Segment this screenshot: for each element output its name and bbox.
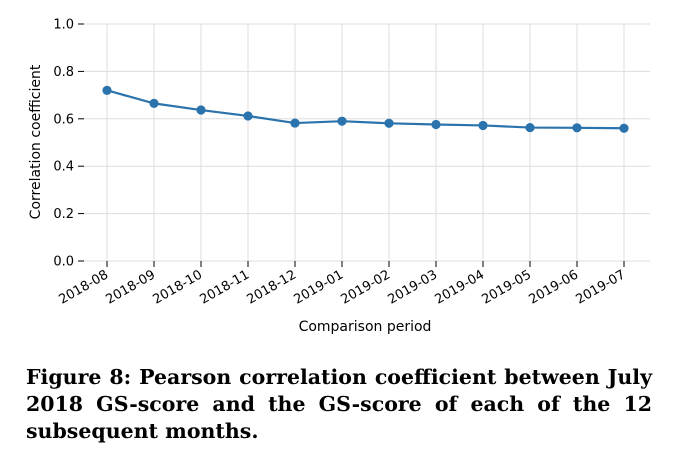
data-point: [196, 105, 206, 115]
data-point: [619, 123, 629, 133]
x-tick-label: 2019-07: [573, 267, 628, 307]
y-tick-label: 0.0: [53, 255, 74, 270]
data-point: [384, 118, 394, 128]
series-layer: [102, 85, 629, 133]
data-point: [525, 122, 535, 133]
data-point: [572, 123, 582, 133]
y-tick-label: 0.4: [53, 160, 74, 175]
x-tick-label: 2018-08: [56, 267, 111, 307]
data-point: [290, 118, 300, 128]
x-tick-label: 2018-09: [103, 267, 158, 307]
y-tick-label: 0.6: [53, 112, 74, 127]
y-tick-label: 0.8: [53, 65, 74, 80]
series-line: [106, 89, 625, 130]
grid-lines: [84, 23, 650, 262]
data-point: [431, 119, 441, 130]
data-point: [337, 116, 347, 126]
x-tick-label: 2019-03: [385, 267, 440, 307]
x-tick-label: 2019-02: [338, 267, 393, 307]
data-point: [149, 98, 159, 108]
line-chart: 0.0 0.2 0.4 0.6 0.8 1.0 2018-082018-092018-10…: [28, 18, 650, 335]
x-tick-label: 2018-11: [197, 267, 252, 307]
x-tick-label: 2019-05: [479, 267, 534, 307]
x-axis: 2018-082018-092018-102018-112018-122019-…: [56, 261, 628, 308]
data-point: [478, 120, 488, 131]
x-tick-label: 2019-04: [432, 267, 487, 307]
x-tick-label: 2019-01: [291, 267, 346, 307]
x-axis-title: Comparison period: [299, 319, 432, 335]
y-tick-label: 0.2: [53, 207, 74, 222]
x-tick-label: 2019-06: [526, 267, 581, 307]
data-point: [243, 111, 253, 121]
y-axis: 0.0 0.2 0.4 0.6 0.8 1.0: [53, 18, 84, 270]
x-tick-label: 2018-10: [150, 267, 205, 307]
data-point: [102, 85, 112, 95]
y-tick-label: 1.0: [53, 18, 74, 33]
x-tick-label: 2018-12: [244, 267, 299, 307]
figure-caption: Figure 8: Pearson correlation coefficien…: [26, 365, 652, 443]
y-axis-title: Correlation coefficient: [28, 64, 44, 219]
